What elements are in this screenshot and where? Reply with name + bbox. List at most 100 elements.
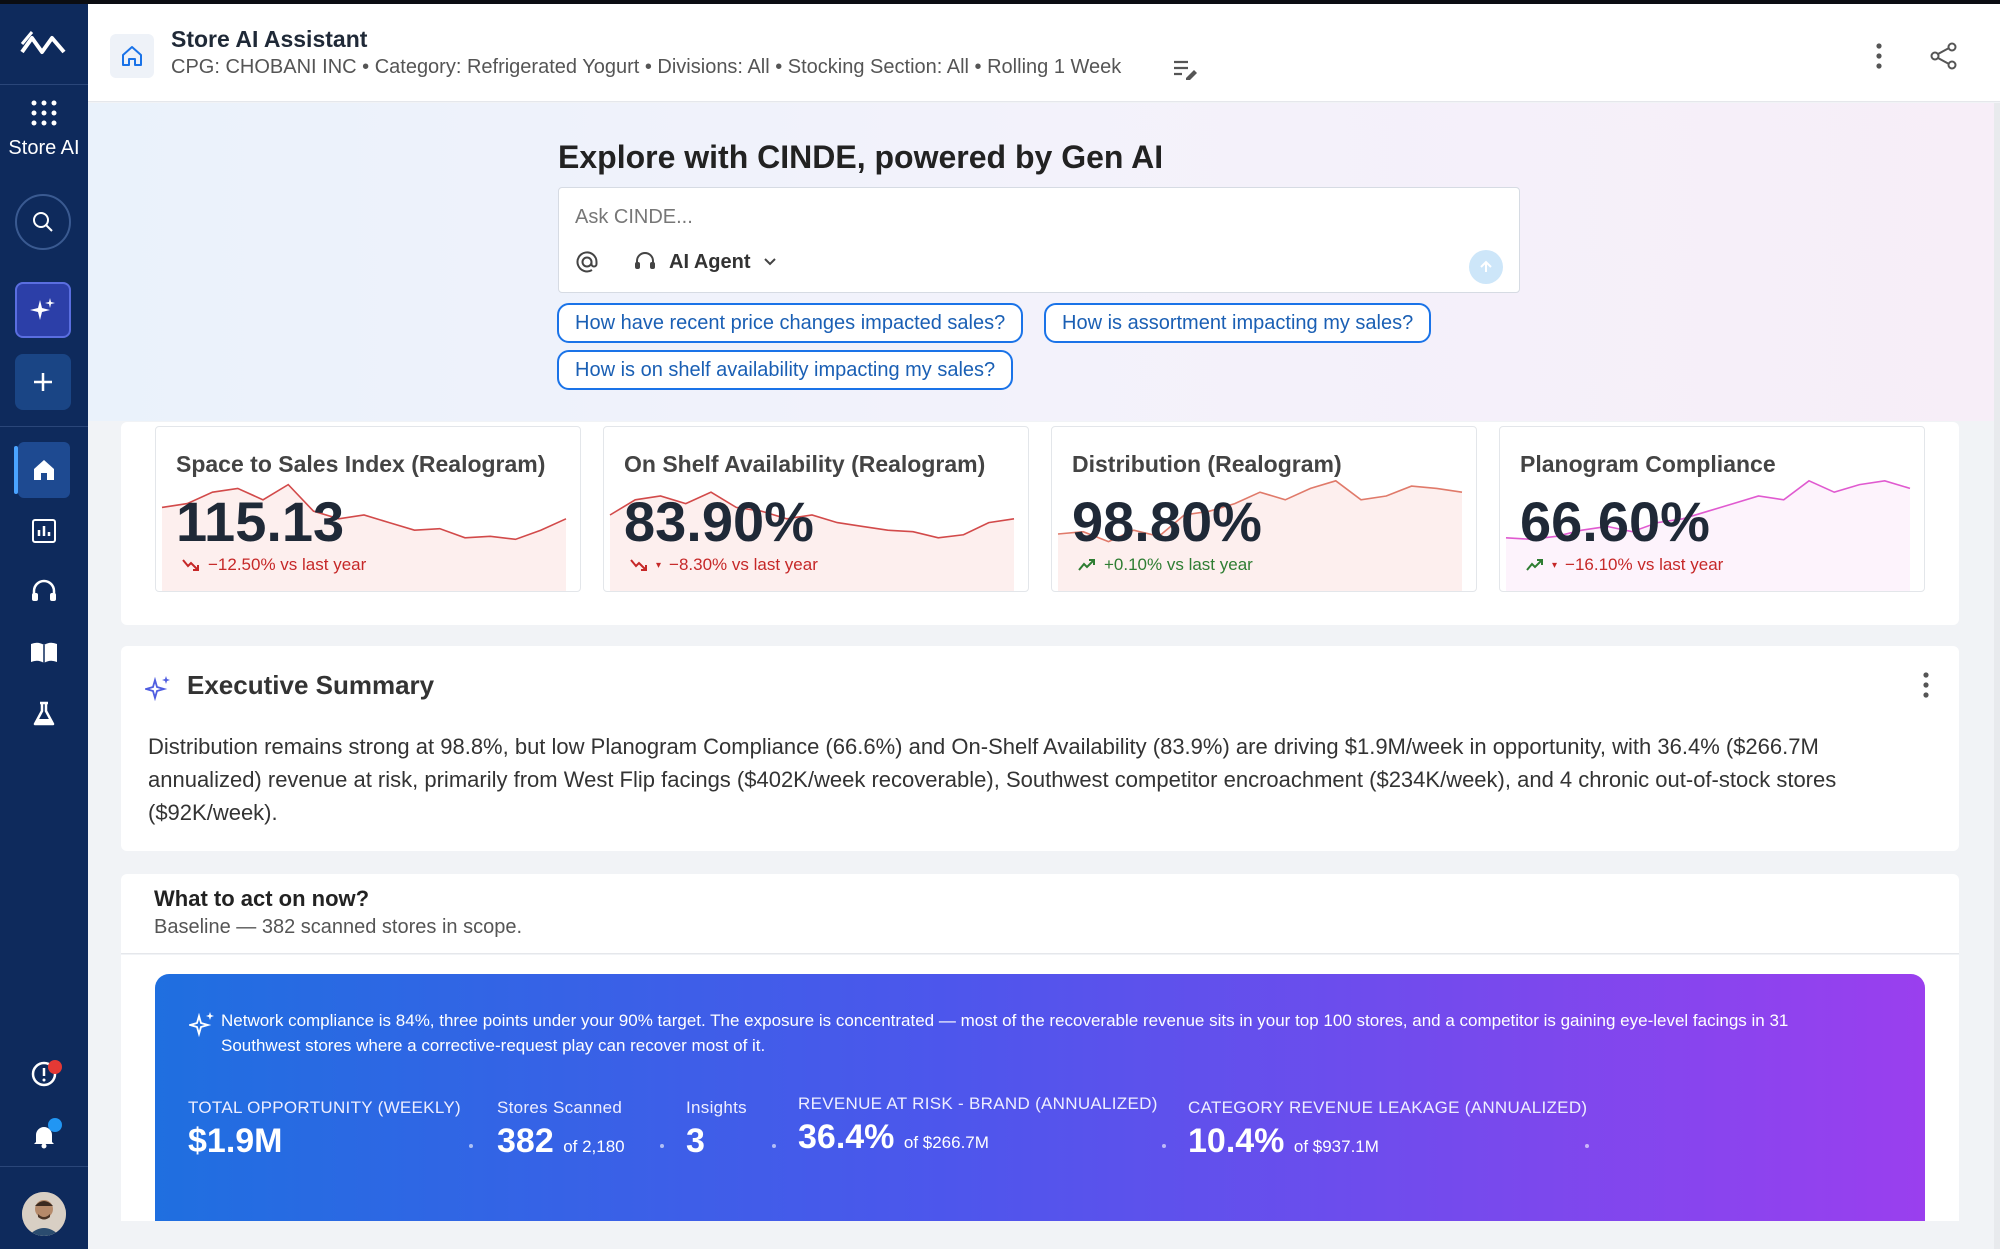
act-now-body: Network compliance is 84%, three points …: [121, 955, 1959, 1221]
sidebar-item-home[interactable]: [0, 442, 88, 498]
alerts-button[interactable]: [0, 1046, 88, 1102]
edit-filters-button[interactable]: [1170, 54, 1200, 84]
kpi-sparkline: [161, 483, 567, 591]
ask-input-placeholder[interactable]: Ask CINDE...: [575, 206, 693, 228]
metric-value: 382: [497, 1122, 554, 1160]
share-icon: [1930, 42, 1957, 70]
small-down-caret: ▾: [1552, 559, 1558, 571]
kpi-sparkline: [609, 491, 1015, 591]
notifications-button[interactable]: [0, 1108, 88, 1164]
kpi-title: Distribution (Realogram): [1072, 451, 1342, 477]
summary-more-button[interactable]: [1923, 672, 1929, 703]
app-switcher-label: Store AI: [8, 137, 80, 159]
sidebar-item-knowledge[interactable]: [0, 625, 88, 681]
metric-label: REVENUE AT RISK - BRAND (ANNUALIZED): [798, 1094, 1158, 1113]
kpi-delta: +0.10% vs last year: [1078, 555, 1253, 575]
agent-selector-label[interactable]: AI Agent: [669, 250, 751, 273]
suggestion-chip[interactable]: How is on shelf availability impacting m…: [557, 350, 1014, 390]
home-icon: [122, 46, 142, 66]
sparkline-area: [162, 484, 566, 591]
mention-at-icon[interactable]: [575, 250, 599, 274]
metric-separator: [660, 1144, 664, 1148]
kpi-sparkline: [1505, 479, 1911, 591]
banner-text: Network compliance is 84%, three points …: [221, 1011, 1789, 1055]
kpi-delta: ▾ −8.30% vs last year: [630, 555, 818, 575]
arrow-up-icon: [1480, 260, 1492, 272]
trend-up-icon: [1526, 559, 1543, 571]
flask-icon: [33, 701, 55, 726]
kpi-delta-text: −16.10% vs last year: [1565, 555, 1724, 574]
metric-insights: Insights 3: [686, 1098, 747, 1161]
ai-assistant-button[interactable]: [15, 282, 71, 338]
executive-summary-title: Executive Summary: [187, 670, 435, 700]
suggestion-chip[interactable]: How have recent price changes impacted s…: [557, 303, 1024, 343]
kpi-card[interactable]: On Shelf Availability (Realogram) 83.90%…: [603, 426, 1029, 592]
sidebar-divider: [0, 1166, 88, 1167]
chevron-down-icon[interactable]: [762, 254, 778, 270]
sidebar: Store AI: [0, 4, 88, 1249]
metric-stores-scanned: Stores Scanned 382 of 2,180: [497, 1098, 625, 1161]
page-scrollbar[interactable]: [1994, 103, 2000, 1249]
kpi-delta-text: −8.30% vs last year: [669, 555, 818, 574]
avatar[interactable]: [22, 1192, 66, 1236]
apps-grid-icon: [31, 100, 57, 126]
metric-value: 36.4%: [798, 1118, 895, 1156]
share-button[interactable]: [1926, 38, 1962, 74]
send-button[interactable]: [1469, 250, 1503, 284]
act-now-header: What to act on now? Baseline — 382 scann…: [121, 874, 1959, 954]
trend-down-icon: [630, 559, 647, 571]
add-button[interactable]: [15, 354, 71, 410]
kebab-menu-icon: [1876, 43, 1882, 69]
sidebar-divider: [0, 426, 88, 427]
chart-report-icon: [32, 519, 56, 543]
notification-badge: [48, 1118, 62, 1132]
act-now-title: What to act on now?: [154, 886, 370, 911]
kpi-sparkline: [1057, 479, 1463, 591]
app-switcher[interactable]: Store AI: [0, 100, 88, 160]
search-button[interactable]: [15, 194, 71, 250]
kebab-menu-icon: [1923, 672, 1929, 698]
kpi-card[interactable]: Space to Sales Index (Realogram) 115.13 …: [155, 426, 581, 592]
book-icon: [31, 642, 57, 663]
kpi-delta-text: +0.10% vs last year: [1104, 555, 1253, 574]
filter-breadcrumb: CPG: CHOBANI INC • Category: Refrigerate…: [171, 56, 1122, 78]
metric-sub: of $266.7M: [903, 1133, 989, 1152]
metric-separator: [1162, 1144, 1166, 1148]
executive-summary-body: Distribution remains strong at 98.8%, bu…: [148, 734, 1837, 825]
metric-separator: [1585, 1144, 1589, 1148]
home-button[interactable]: [110, 34, 154, 78]
sparkle-icon: [189, 1012, 214, 1038]
metric-revenue-at-risk: REVENUE AT RISK - BRAND (ANNUALIZED) 36.…: [798, 1094, 1158, 1157]
executive-summary-card: Executive Summary Distribution remains s…: [121, 646, 1959, 851]
sidebar-item-lab[interactable]: [0, 686, 88, 742]
sparkline-area: [1506, 480, 1910, 591]
metric-label: TOTAL OPPORTUNITY (WEEKLY): [188, 1098, 461, 1117]
ask-input-box[interactable]: Ask CINDE... AI Agent: [558, 187, 1520, 293]
alert-badge: [48, 1060, 62, 1074]
kpi-delta: −12.50% vs last year: [182, 555, 366, 575]
metric-total-opportunity: TOTAL OPPORTUNITY (WEEKLY) $1.9M: [188, 1098, 461, 1161]
trend-up-icon: [1078, 559, 1095, 571]
sparkle-icon: [145, 676, 170, 702]
sidebar-item-reports[interactable]: [0, 503, 88, 559]
sparkle-icon: [30, 298, 55, 320]
suggestion-chip[interactable]: How is assortment impacting my sales?: [1044, 303, 1432, 343]
kpi-delta-text: −12.50% vs last year: [208, 555, 367, 574]
headset-icon: [32, 579, 56, 601]
brand-logo-icon[interactable]: [20, 30, 66, 65]
plus-icon: [34, 373, 52, 391]
kpi-card[interactable]: Distribution (Realogram) 98.80% +0.10% v…: [1051, 426, 1477, 592]
sparkline-line: [161, 483, 567, 541]
alert-circle-icon: [31, 1061, 57, 1087]
metric-separator: [772, 1144, 776, 1148]
metric-separator: [469, 1144, 473, 1148]
act-now-subtitle: Baseline — 382 scanned stores in scope.: [154, 916, 522, 938]
more-options-button[interactable]: [1864, 38, 1894, 74]
edit-list-icon: [1174, 60, 1197, 80]
kpi-value: 98.80%: [1072, 490, 1262, 553]
metric-label: Stores Scanned: [497, 1098, 623, 1117]
sidebar-item-support[interactable]: [0, 564, 88, 620]
kpi-card[interactable]: Planogram Compliance 66.60% ▾ −16.10% vs…: [1499, 426, 1925, 592]
kpi-title: Planogram Compliance: [1520, 451, 1776, 477]
sparkline-area: [610, 492, 1014, 591]
